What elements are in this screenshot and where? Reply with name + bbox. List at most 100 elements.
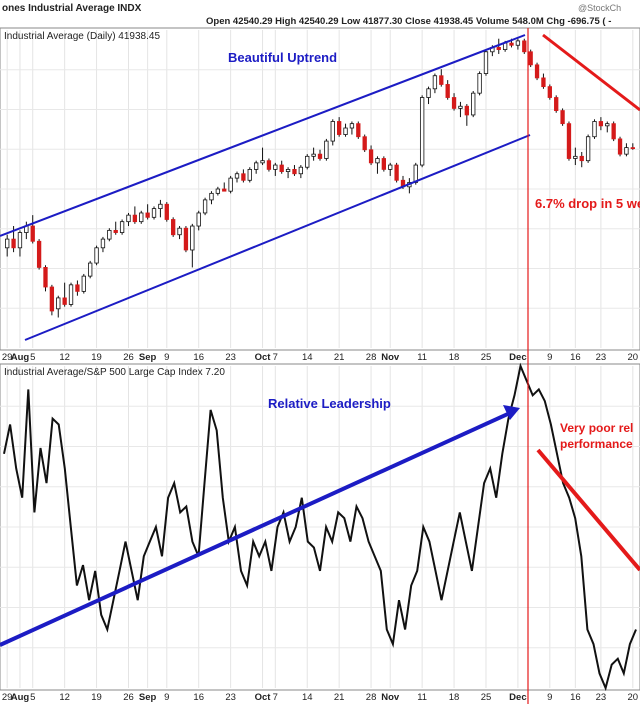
candle-body <box>439 75 444 85</box>
candle-body <box>285 168 291 172</box>
candle-body <box>260 160 265 164</box>
candle-body <box>113 229 118 233</box>
x-tick-label: Aug <box>11 692 30 703</box>
candle-body <box>573 155 578 159</box>
annotation-uptrend: Beautiful Uptrend <box>228 50 337 65</box>
candle-body <box>515 40 521 46</box>
candle-body <box>432 75 438 90</box>
x-tick-label: 28 <box>366 352 377 363</box>
candle-body <box>592 121 597 138</box>
candle-body <box>617 138 623 155</box>
x-tick-label: 23 <box>596 692 607 703</box>
x-tick-label: Nov <box>381 352 400 363</box>
candle-body <box>630 147 635 150</box>
candle-body <box>477 73 482 94</box>
candle-body <box>292 168 297 175</box>
candle-body <box>171 219 176 236</box>
candle-body <box>5 238 10 249</box>
x-tick-label: 14 <box>302 692 313 703</box>
candle-body <box>381 158 386 170</box>
candle-body <box>388 164 393 170</box>
x-tick-label: Nov <box>381 692 400 703</box>
leadership-arrow-line <box>0 411 511 647</box>
candle-body <box>611 123 616 140</box>
candle-body <box>624 147 629 155</box>
x-tick-label: 26 <box>123 692 134 703</box>
candle-body <box>43 267 48 288</box>
x-tick-label: 11 <box>417 692 427 703</box>
candle-body <box>356 123 361 138</box>
x-tick-label: 18 <box>449 352 460 363</box>
x-tick-label: 12 <box>59 692 70 703</box>
x-tick-label: 25 <box>481 352 492 363</box>
candle-body <box>190 225 195 251</box>
chart-title: ones Industrial Average INDX <box>2 3 142 14</box>
x-tick-label: 5 <box>30 692 35 703</box>
channel-upper-line <box>0 34 526 237</box>
candle-body <box>254 162 259 170</box>
candle-body <box>75 284 80 292</box>
candle-body <box>266 160 272 170</box>
x-tick-label: 29 <box>2 692 13 703</box>
x-tick-label: 9 <box>547 352 552 363</box>
candle-body <box>100 238 106 249</box>
x-tick-label: 16 <box>193 352 204 363</box>
x-tick-label: 16 <box>570 692 581 703</box>
candle-body <box>49 286 55 312</box>
candlestick-series <box>5 38 635 318</box>
x-tick-label: 9 <box>547 692 552 703</box>
candle-body <box>183 227 189 251</box>
x-tick-label: 20 <box>628 352 639 363</box>
candle-body <box>362 136 367 151</box>
candle-body <box>330 121 335 142</box>
annotation-drop: 6.7% drop in 5 we <box>535 196 640 211</box>
candle-body <box>368 149 374 164</box>
x-tick-label: Dec <box>509 352 526 363</box>
candle-body <box>483 51 489 74</box>
candle-body <box>419 97 425 166</box>
x-tick-label: 23 <box>225 692 236 703</box>
x-tick-label: Sep <box>139 352 157 363</box>
candle-body <box>62 297 67 305</box>
candle-body <box>17 232 23 249</box>
candle-body <box>458 105 463 109</box>
poor-performance-line <box>536 448 640 572</box>
ratio-series <box>3 362 637 692</box>
candle-body <box>279 164 284 172</box>
candle-body <box>215 188 221 194</box>
ratio-line <box>3 362 637 692</box>
candle-body <box>547 86 552 98</box>
candle-body <box>139 212 144 223</box>
candle-body <box>560 110 565 125</box>
candle-body <box>36 240 42 268</box>
x-tick-label: 7 <box>273 352 278 363</box>
x-tick-label: 5 <box>30 352 35 363</box>
candle-body <box>151 208 157 218</box>
x-tick-label: Oct <box>255 692 272 703</box>
candle-body <box>324 140 329 159</box>
candle-body <box>598 121 604 127</box>
candle-body <box>349 123 355 129</box>
candle-body <box>228 177 233 192</box>
candle-body <box>196 212 201 227</box>
candle-body <box>132 214 138 223</box>
candle-body <box>126 214 131 223</box>
x-tick-label: 12 <box>59 352 70 363</box>
candle-body <box>56 297 61 310</box>
x-tick-label: 9 <box>164 352 169 363</box>
x-tick-label: 14 <box>302 352 313 363</box>
candle-body <box>298 166 304 175</box>
price-panel-label: Industrial Average (Daily) 41938.45 <box>4 31 160 42</box>
candle-body <box>88 262 93 277</box>
candle-body <box>413 164 418 183</box>
x-tick-label: 23 <box>225 352 236 363</box>
channel-lower-line <box>24 134 531 341</box>
candle-body <box>426 88 431 98</box>
x-tick-label: 18 <box>449 692 460 703</box>
annotation-relative-leadership: Relative Leadership <box>268 396 391 411</box>
candle-body <box>343 127 348 135</box>
x-tick-label: Aug <box>11 352 30 363</box>
candle-body <box>107 229 112 240</box>
candle-body <box>522 40 527 53</box>
